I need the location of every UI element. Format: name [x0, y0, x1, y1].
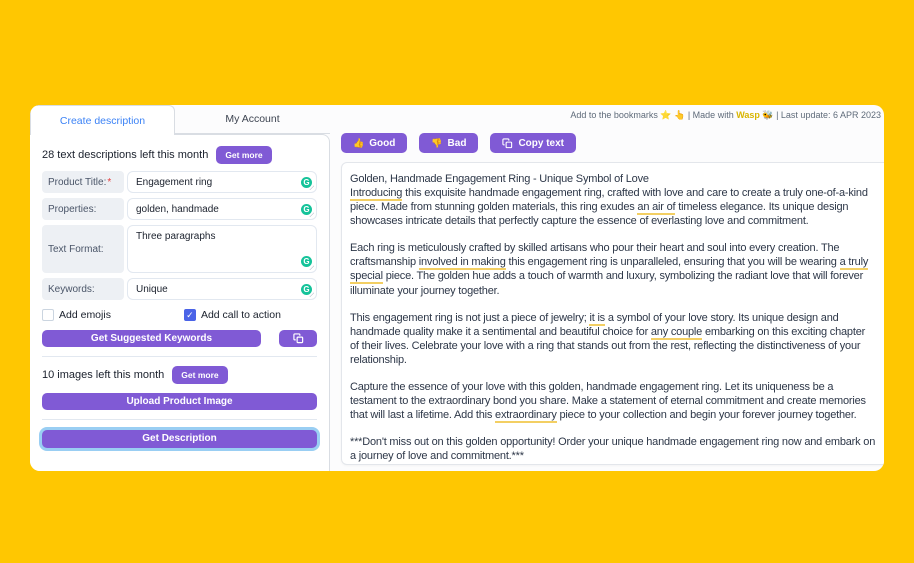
product-title-label: Product Title: * — [42, 171, 124, 193]
add-emojis-label: Add emojis — [59, 309, 111, 321]
text-format-label: Text Format: — [42, 225, 124, 273]
tab-bar: Create description My Account — [30, 105, 330, 135]
get-more-text-button[interactable]: Get more — [216, 146, 272, 164]
description-card: Golden, Handmade Engagement Ring - Uniqu… — [341, 162, 884, 465]
top-note: Add to the bookmarks ⭐ 👆 | Made with Was… — [570, 110, 881, 121]
get-more-images-button[interactable]: Get more — [172, 366, 228, 384]
tab-my-account-label: My Account — [225, 113, 280, 125]
grammarly-icon[interactable]: G — [301, 177, 312, 188]
bad-button-label: Bad — [447, 137, 467, 149]
properties-label: Properties: — [42, 198, 124, 220]
tab-create-description[interactable]: Create description — [30, 105, 175, 135]
copy-keywords-button[interactable] — [279, 330, 317, 347]
copy-icon — [502, 137, 513, 148]
grammarly-icon[interactable]: G — [301, 256, 312, 267]
add-emojis-checkbox[interactable]: ✓ — [42, 309, 54, 321]
properties-input[interactable]: golden, handmade G — [127, 198, 317, 220]
field-row-product-title: Product Title: * Engagement ring G — [42, 171, 317, 193]
keywords-value: Unique — [136, 284, 168, 295]
product-title-input[interactable]: Engagement ring G — [127, 171, 317, 193]
checkbox-add-call-to-action[interactable]: ✓ Add call to action — [183, 309, 281, 321]
get-description-button[interactable]: Get Description — [42, 429, 317, 448]
keywords-input[interactable]: Unique G — [127, 278, 317, 300]
divider — [42, 356, 317, 357]
app-panel: Add to the bookmarks ⭐ 👆 | Made with Was… — [30, 105, 884, 471]
image-quota-label: 10 images left this month — [42, 369, 165, 381]
copy-icon — [292, 333, 303, 344]
left-column: Create description My Account 28 text de… — [30, 105, 330, 471]
good-button[interactable]: 👍 Good — [341, 133, 408, 153]
thumbs-up-icon: 👍 — [353, 137, 365, 148]
description-title: Golden, Handmade Engagement Ring - Uniqu… — [350, 173, 649, 185]
right-column: 👍 Good 👎 Bad Copy text Golden, Handmade … — [330, 105, 884, 471]
properties-value: golden, handmade — [136, 204, 219, 215]
field-row-keywords: Keywords: Unique G — [42, 278, 317, 300]
description-body: Introducing this exquisite handmade enga… — [350, 187, 876, 463]
wasp-link[interactable]: Wasp — [736, 110, 760, 120]
bad-button[interactable]: 👎 Bad — [419, 133, 479, 153]
checkbox-add-emojis[interactable]: ✓ Add emojis — [42, 309, 111, 321]
product-title-value: Engagement ring — [136, 177, 213, 188]
required-asterisk: * — [107, 176, 112, 188]
divider — [42, 419, 317, 420]
copy-text-button-label: Copy text — [518, 137, 565, 149]
text-quota-label: 28 text descriptions left this month — [42, 149, 209, 161]
feedback-row: 👍 Good 👎 Bad Copy text — [341, 133, 884, 153]
good-button-label: Good — [369, 137, 396, 149]
grammarly-icon[interactable]: G — [301, 204, 312, 215]
tab-my-account[interactable]: My Account — [175, 105, 330, 134]
add-call-to-action-checkbox[interactable]: ✓ — [183, 309, 196, 321]
field-row-properties: Properties: golden, handmade G — [42, 198, 317, 220]
add-call-to-action-label: Add call to action — [200, 309, 281, 321]
field-row-text-format: Text Format: Three paragraphs G — [42, 225, 317, 273]
grammarly-icon[interactable]: G — [301, 284, 312, 295]
copy-text-button[interactable]: Copy text — [490, 133, 577, 153]
thumbs-down-icon: 👎 — [431, 137, 443, 148]
upload-product-image-button[interactable]: Upload Product Image — [42, 393, 317, 410]
last-update: 🐝 | Last update: 6 APR 2023 — [759, 110, 881, 120]
tab-create-description-label: Create description — [59, 114, 146, 127]
get-suggested-keywords-button[interactable]: Get Suggested Keywords — [42, 330, 261, 347]
form-card: 28 text descriptions left this month Get… — [30, 134, 330, 471]
text-format-input[interactable]: Three paragraphs G — [127, 225, 317, 273]
keywords-label: Keywords: — [42, 278, 124, 300]
text-format-value: Three paragraphs — [136, 231, 216, 242]
bookmark-hint: Add to the bookmarks ⭐ 👆 | Made with — [570, 110, 737, 120]
